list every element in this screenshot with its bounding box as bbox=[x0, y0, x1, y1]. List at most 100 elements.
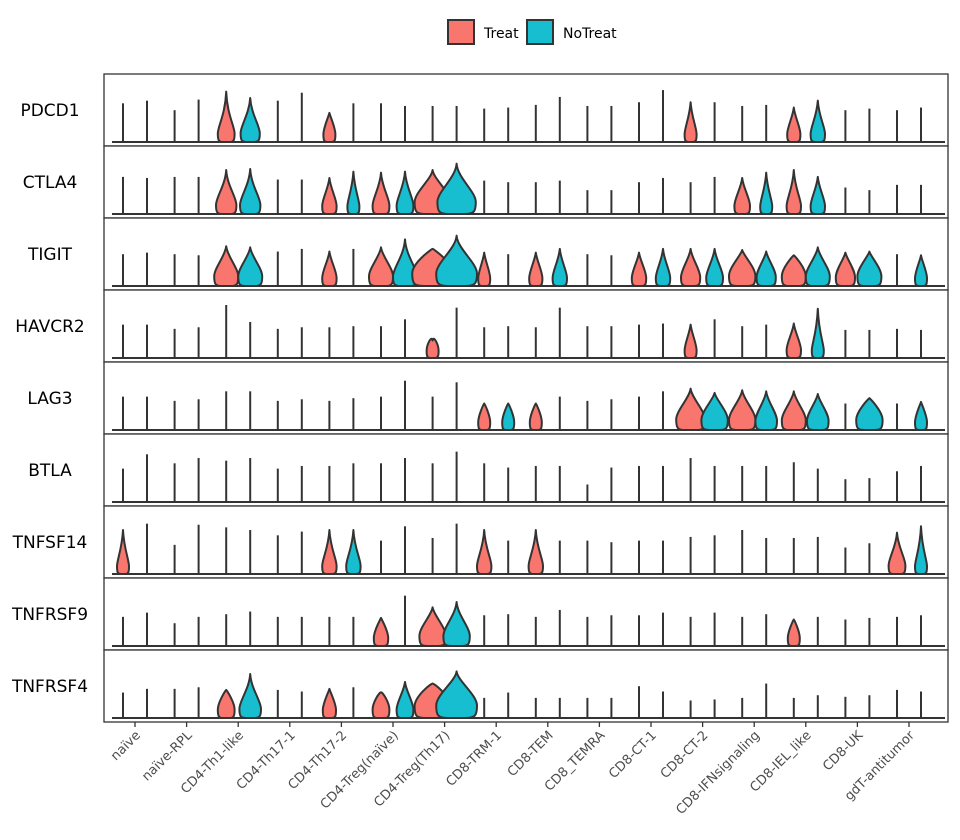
violin-tigit-cd8-iel-like-notreat bbox=[804, 246, 831, 287]
violin-tigit-cd8-ct-1-notreat bbox=[654, 247, 672, 287]
violin-tigit-cd8-ct-2-treat bbox=[680, 247, 702, 287]
violin-tnfsf14-cd8-trm-1-treat bbox=[476, 529, 493, 575]
violin-lag3-cd8-trm-1-notreat bbox=[501, 402, 516, 431]
x-tick-label-cd8-uk: CD8-UK bbox=[820, 728, 866, 774]
violin-tigit-cd4-th1-like-notreat bbox=[237, 246, 264, 287]
violin-havcr2-cd8-iel-like-notreat bbox=[810, 307, 825, 359]
violin-lag3-cd8-iel-like-notreat bbox=[806, 392, 830, 431]
panel-frame bbox=[103, 505, 949, 579]
violin-pdcd1-cd8-iel-like-treat bbox=[786, 106, 802, 143]
panel-tigit: TIGIT bbox=[27, 217, 949, 291]
violin-ctla4-cd4-th1-like-treat bbox=[215, 169, 238, 215]
violin-ctla4-cd8-ifnsignaling-notreat bbox=[759, 171, 774, 215]
panel-frame bbox=[103, 145, 949, 219]
violin-lag3-cd8-iel-like-treat bbox=[780, 390, 807, 431]
violin-tigit-cd8-trm-1-treat bbox=[477, 251, 492, 287]
panel-tnfrsf9: TNFRSF9 bbox=[11, 577, 949, 651]
legend-key-notreat bbox=[526, 19, 554, 45]
violin-tnfsf14-cd8-tem-treat bbox=[527, 529, 544, 575]
panel-btla: BTLA bbox=[28, 433, 949, 507]
panels: PDCD1 CTLA4 TIGIT HAVCR2 LAG3 BTLA TNFSF14 TNFR… bbox=[11, 73, 949, 723]
x-tick-label-na-ve: naïve bbox=[108, 728, 144, 764]
violin-pdcd1-cd4-th1-like-treat bbox=[216, 90, 236, 143]
violin-tigit-cd8-ifnsignaling-notreat bbox=[755, 250, 777, 287]
x-tick-label-cd8-tem: CD8-TEM bbox=[505, 728, 557, 780]
violin-ctla4-cd4-th17-2-treat bbox=[321, 176, 338, 215]
violin-tnfsf14-cd4-th17-2-notreat bbox=[345, 529, 362, 575]
violin-tnfsf14-gdt-antitumor-notreat bbox=[914, 525, 928, 575]
violin-tnfsf14-cd4-th17-2-treat bbox=[321, 529, 338, 575]
panel-lag3: LAG3 bbox=[27, 361, 949, 435]
violin-tigit-cd4-treg-na-ve-treat bbox=[368, 246, 394, 287]
x-tick-label-cd8-trm-1: CD8-TRM-1 bbox=[443, 728, 505, 790]
panel-pdcd1: PDCD1 bbox=[20, 73, 949, 147]
violin-ctla4-cd8-iel-like-notreat bbox=[809, 175, 826, 215]
violin-pdcd1-cd4-th17-2-treat bbox=[322, 111, 337, 143]
gene-label-tnfrsf9: TNFRSF9 bbox=[11, 605, 88, 625]
violin-tnfrsf9-cd8-iel-like-treat bbox=[786, 618, 801, 647]
violin-tnfrsf4-cd4-th1-like-notreat bbox=[238, 673, 262, 719]
panel-tnfsf14: TNFSF14 bbox=[12, 505, 949, 579]
gene-label-tnfsf14: TNFSF14 bbox=[12, 533, 88, 553]
violin-lag3-cd8-ct-2-treat bbox=[675, 387, 706, 431]
violin-pdcd1-cd8-iel-like-notreat bbox=[809, 99, 826, 143]
panel-frame bbox=[103, 577, 949, 651]
violin-tigit-cd8-ifnsignaling-treat bbox=[728, 248, 757, 287]
gene-label-havcr2: HAVCR2 bbox=[15, 317, 84, 337]
panel-tnfrsf4: TNFRSF4 bbox=[11, 649, 949, 723]
violin-ctla4-cd4-treg-th17-notreat bbox=[436, 162, 477, 215]
violin-tigit-cd8-ct-2-notreat bbox=[705, 247, 724, 287]
x-tick-label-cd8-ct-2: CD8-CT-2 bbox=[658, 728, 712, 782]
violin-tnfrsf9-cd4-treg-na-ve-treat bbox=[372, 616, 390, 647]
panel-ctla4: CTLA4 bbox=[23, 145, 949, 219]
violin-tigit-gdt-antitumor-notreat bbox=[914, 254, 928, 287]
violin-tigit-cd4-treg-th17-notreat bbox=[435, 234, 478, 287]
gene-label-btla: BTLA bbox=[28, 461, 72, 481]
violin-tnfrsf4-cd4-th17-2-treat bbox=[321, 687, 337, 719]
violin-havcr2-cd4-treg-th17-treat bbox=[425, 337, 440, 359]
violin-lag3-cd8-tem-treat bbox=[528, 402, 543, 431]
violin-ctla4-cd4-treg-na-ve-notreat bbox=[395, 170, 415, 215]
violin-tigit-cd8-uk-treat bbox=[834, 251, 856, 287]
violin-tigit-cd4-th17-2-treat bbox=[321, 250, 338, 287]
gene-label-ctla4: CTLA4 bbox=[23, 173, 78, 193]
violin-lag3-cd8-uk-notreat bbox=[855, 397, 884, 431]
violin-tigit-cd8-iel-like-treat bbox=[780, 254, 807, 287]
violin-tigit-cd8-ct-1-treat bbox=[630, 251, 648, 287]
gene-label-tnfrsf4: TNFRSF4 bbox=[11, 677, 88, 697]
violin-tnfrsf4-cd4-th1-like-treat bbox=[216, 688, 236, 719]
violin-havcr2-cd8-ct-2-treat bbox=[683, 323, 698, 359]
violin-tigit-cd8-tem-treat bbox=[528, 251, 544, 287]
violin-lag3-gdt-antitumor-notreat bbox=[914, 400, 928, 431]
violin-lag3-cd8-ct-2-notreat bbox=[700, 391, 729, 431]
violin-tigit-cd8-tem-notreat bbox=[551, 247, 568, 287]
gene-label-lag3: LAG3 bbox=[27, 389, 72, 409]
violin-tnfrsf4-cd4-treg-th17-notreat bbox=[435, 670, 478, 719]
violin-tnfrsf4-cd4-treg-na-ve-treat bbox=[371, 691, 391, 719]
violin-tigit-cd8-uk-notreat bbox=[856, 250, 883, 287]
panel-frame bbox=[103, 433, 949, 507]
gene-label-pdcd1: PDCD1 bbox=[20, 101, 79, 121]
violin-tnfsf14-gdt-antitumor-treat bbox=[887, 531, 907, 575]
panel-havcr2: HAVCR2 bbox=[15, 289, 949, 363]
violin-lag3-cd8-ifnsignaling-treat bbox=[728, 389, 757, 431]
violin-ctla4-cd4-th17-2-notreat bbox=[346, 170, 361, 215]
violin-pdcd1-cd4-th1-like-notreat bbox=[239, 97, 261, 143]
violin-tigit-cd4-th1-like-treat bbox=[213, 245, 240, 287]
violin-ctla4-cd8-ifnsignaling-treat bbox=[733, 176, 751, 215]
violin-ctla4-cd4-th1-like-notreat bbox=[239, 167, 262, 215]
violin-havcr2-cd8-iel-like-treat bbox=[785, 322, 802, 359]
legend-label-notreat: NoTreat bbox=[563, 26, 617, 42]
legend: Treat NoTreat bbox=[447, 19, 617, 45]
panel-frame bbox=[103, 289, 949, 363]
violin-tnfrsf4-cd4-treg-na-ve-notreat bbox=[395, 680, 415, 719]
violin-lag3-cd8-ifnsignaling-notreat bbox=[754, 390, 778, 431]
gene-label-tigit: TIGIT bbox=[27, 245, 73, 265]
violin-pdcd1-cd8-ct-2-treat bbox=[683, 101, 698, 143]
violin-tnfrsf9-cd4-treg-th17-treat bbox=[418, 606, 447, 647]
violin-lag3-cd8-trm-1-treat bbox=[477, 402, 492, 431]
violin-ctla4-cd4-treg-na-ve-treat bbox=[371, 171, 391, 215]
violin-tnfrsf9-cd4-treg-th17-notreat bbox=[442, 601, 471, 647]
legend-label-treat: Treat bbox=[483, 26, 519, 42]
